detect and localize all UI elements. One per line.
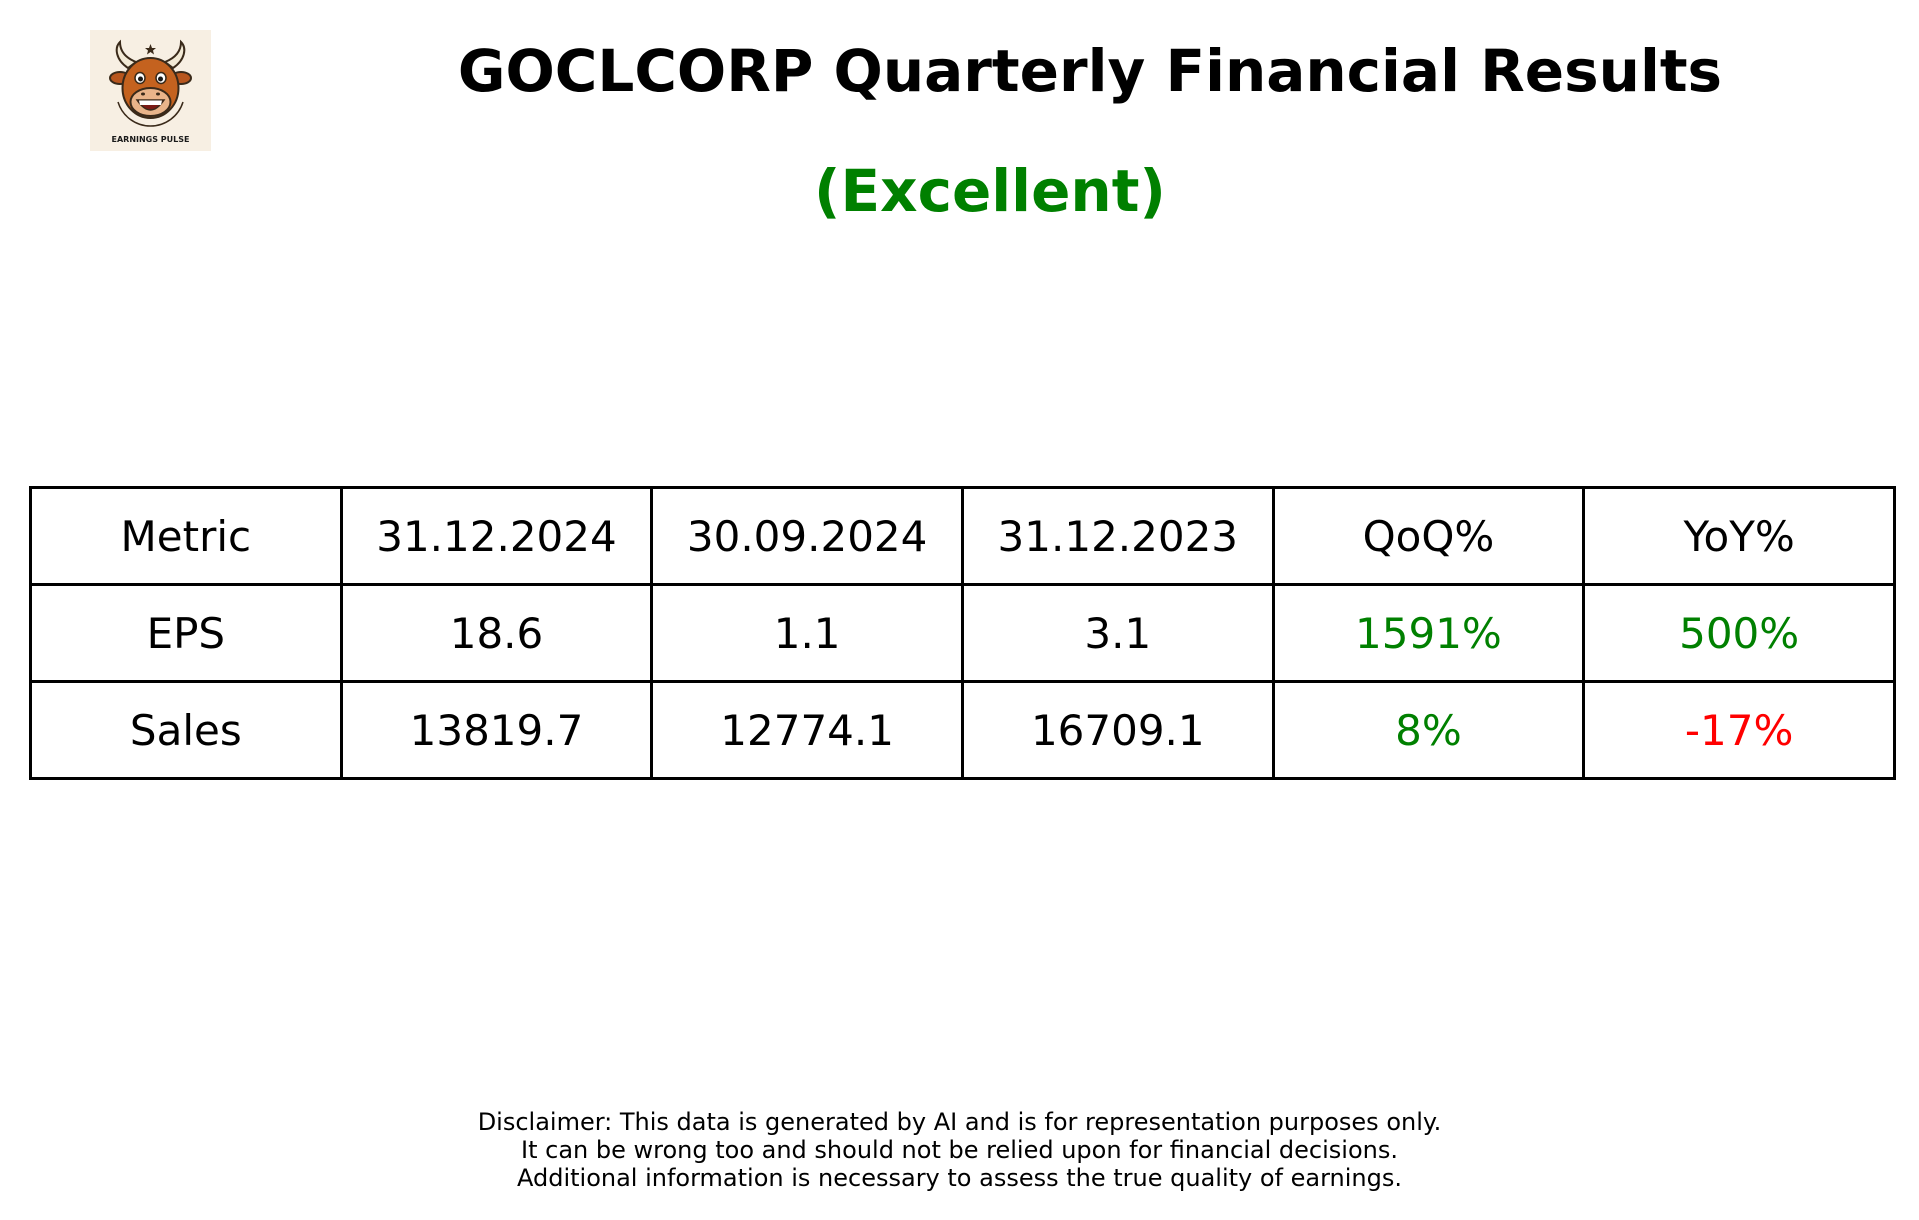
value-cell: 12774.1 (650, 680, 964, 780)
logo-text: EARNINGS PULSE (112, 135, 190, 144)
column-header: Metric (29, 486, 343, 586)
qoq-cell: 1591% (1271, 583, 1586, 683)
table-row-sales: Sales 13819.7 12774.1 16709.1 8% -17% (29, 680, 1896, 780)
table-row-eps: EPS 18.6 1.1 3.1 1591% 500% (29, 583, 1896, 683)
bull-mascot-icon: EARNINGS PULSE (109, 39, 192, 144)
disclaimer-line: Disclaimer: This data is generated by AI… (477, 1108, 1442, 1136)
column-header: 30.09.2024 (650, 486, 964, 586)
rating-label: (Excellent) (814, 157, 1166, 225)
column-header: QoQ% (1271, 486, 1586, 586)
yoy-cell: -17% (1582, 680, 1896, 780)
logo: EARNINGS PULSE (90, 30, 211, 151)
value-cell: 13819.7 (339, 680, 654, 780)
qoq-cell: 8% (1271, 680, 1586, 780)
value-cell: 18.6 (339, 583, 654, 683)
column-header: 31.12.2023 (960, 486, 1275, 586)
page-title: GOCLCORP Quarterly Financial Results (457, 37, 1723, 105)
results-table: Metric 31.12.2024 30.09.2024 31.12.2023 … (29, 486, 1896, 780)
table-header-row: Metric 31.12.2024 30.09.2024 31.12.2023 … (29, 486, 1896, 586)
value-cell: 1.1 (650, 583, 964, 683)
column-header: YoY% (1582, 486, 1896, 586)
column-header: 31.12.2024 (339, 486, 654, 586)
value-cell: 3.1 (960, 583, 1275, 683)
disclaimer-line: It can be wrong too and should not be re… (521, 1136, 1398, 1164)
metric-cell: Sales (29, 680, 343, 780)
metric-cell: EPS (29, 583, 343, 683)
value-cell: 16709.1 (960, 680, 1275, 780)
yoy-cell: 500% (1582, 583, 1896, 683)
disclaimer: Disclaimer: This data is generated by AI… (0, 1108, 1919, 1192)
disclaimer-line: Additional information is necessary to a… (516, 1164, 1402, 1192)
